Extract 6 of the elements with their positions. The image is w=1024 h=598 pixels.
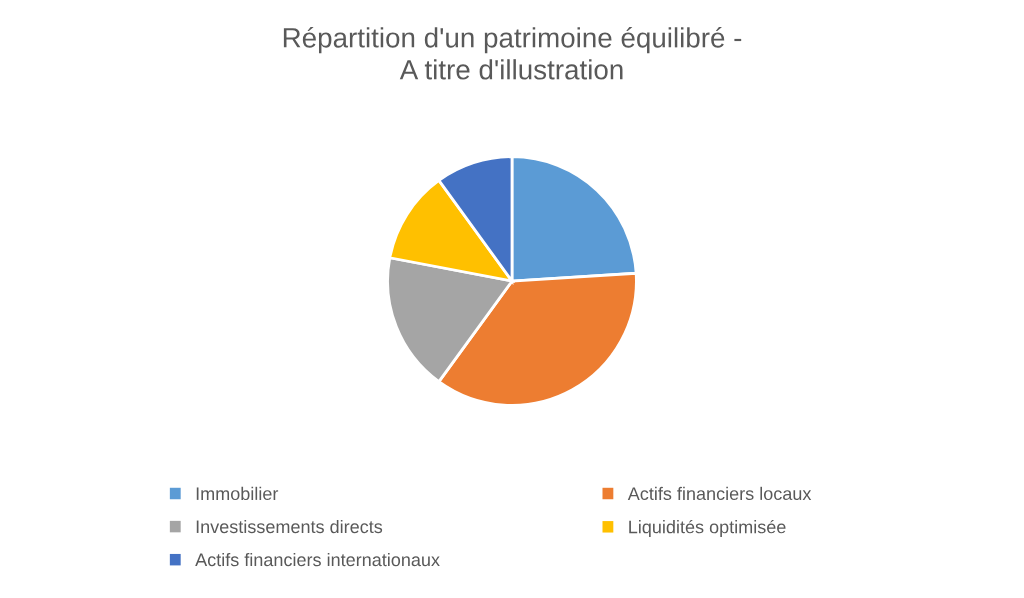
legend-label: Immobilier bbox=[196, 486, 279, 501]
legend-label: Actifs financiers internationaux bbox=[195, 552, 440, 567]
legend-label: Actifs financiers locaux bbox=[627, 486, 812, 501]
chart-title: Répartition d'un patrimoine équilibré - A titre d'illustration bbox=[283, 26, 742, 80]
legend-label: Investissements directs bbox=[196, 519, 383, 534]
legend-label: Liquidités optimisée bbox=[629, 519, 786, 537]
